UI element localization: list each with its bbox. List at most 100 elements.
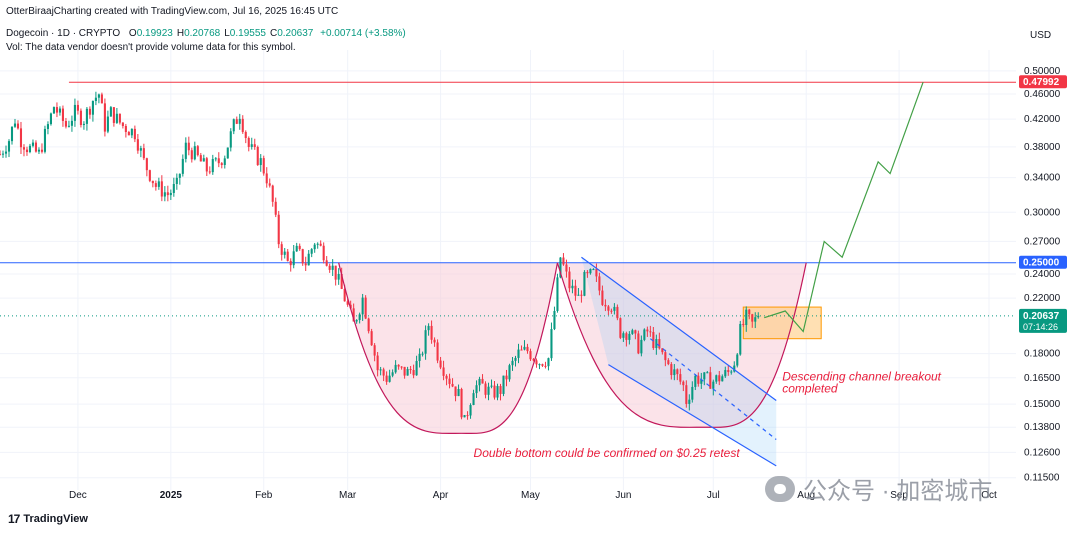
candle-body	[631, 330, 634, 334]
candle-body	[733, 365, 736, 372]
candle-body	[208, 171, 211, 173]
ohlc-key-c: C	[269, 28, 278, 39]
candle-body	[364, 297, 367, 319]
candle-body	[595, 269, 598, 277]
candle-body	[130, 128, 133, 136]
candle-body	[418, 353, 421, 361]
price-axis[interactable]: USD 0.50000 0.46000 0.42000 0.38000 0.34000 0.…	[1024, 30, 1061, 484]
candle-body	[580, 294, 583, 296]
candle-body	[181, 158, 184, 174]
candle-body	[64, 120, 67, 127]
candle-body	[43, 128, 47, 152]
candle-body	[106, 116, 109, 132]
candle-body	[592, 269, 595, 271]
candle-body	[451, 383, 454, 387]
candle-body	[133, 128, 136, 140]
candle-body	[448, 378, 451, 384]
candle-body	[445, 375, 448, 379]
candle-body	[709, 372, 712, 389]
candle-body	[607, 306, 610, 311]
candle-body	[352, 308, 355, 322]
candle-body	[277, 214, 280, 245]
tradingview-mark-icon: 17	[8, 512, 20, 526]
ohlc-key-h: H	[176, 28, 185, 39]
candle-body	[31, 142, 35, 146]
wechat-icon	[765, 475, 795, 502]
candle-body	[289, 260, 292, 266]
candle-body	[298, 245, 301, 250]
candle-body	[55, 107, 58, 113]
candle-body	[151, 180, 154, 184]
x-tick-label: Sep	[890, 490, 908, 501]
candle-body	[172, 183, 175, 193]
candle-body	[256, 147, 259, 166]
candle-body	[37, 149, 41, 152]
candle-body	[274, 201, 277, 215]
candle-body	[145, 158, 148, 171]
candle-body	[697, 375, 700, 384]
candle-body	[625, 333, 628, 340]
candle-body	[484, 383, 487, 395]
ohlc-values: O0.19923 H0.20768 L0.19555 C0.20637	[129, 28, 317, 39]
candle-body	[391, 372, 394, 376]
candle-body	[82, 123, 85, 125]
candle-body	[211, 159, 214, 173]
time-axis[interactable]: Dec 2025 Feb Mar Apr May Jun Jul Aug Sep Oct	[69, 490, 997, 501]
candle-body	[241, 118, 244, 132]
candle-body	[700, 379, 703, 384]
candle-body	[58, 108, 61, 113]
candle-body	[178, 173, 181, 178]
candle-body	[559, 257, 562, 278]
candle-body	[664, 352, 667, 361]
candle-body	[604, 304, 607, 307]
y-tick-label: 0.18000	[1024, 349, 1061, 360]
candle-body	[337, 273, 340, 280]
y-tick-label: 0.27000	[1024, 236, 1061, 247]
candle-body	[412, 369, 415, 376]
candle-body	[265, 173, 268, 184]
candle-body	[235, 119, 238, 124]
candle-body	[157, 181, 160, 187]
tradingview-logo[interactable]: 17 TradingView	[8, 512, 88, 526]
ohlc-value-c: 0.20637	[277, 28, 314, 39]
candle-body	[739, 323, 742, 355]
candle-body	[304, 263, 307, 266]
candle-body	[346, 301, 349, 305]
candle-body	[382, 369, 385, 376]
channel-fill	[581, 257, 777, 466]
candle-body	[367, 318, 370, 332]
channel-upper-line	[581, 256, 777, 401]
candle-body	[403, 366, 406, 376]
candle-body	[187, 142, 190, 151]
candle-body	[520, 349, 523, 351]
candle-body	[16, 123, 20, 129]
candle-body	[292, 251, 295, 266]
candle-body	[229, 131, 232, 148]
candle-body	[397, 364, 400, 367]
candle-body	[670, 364, 673, 376]
candle-body	[526, 346, 529, 352]
candle-body	[271, 185, 274, 202]
candle-body	[307, 253, 310, 266]
candle-body	[160, 181, 163, 197]
y-tick-label: 0.24000	[1024, 269, 1061, 280]
watermark-text: 公众号 · 加密城市	[803, 478, 993, 505]
candle-body	[316, 243, 319, 245]
candle-body	[400, 366, 403, 368]
candle-body	[109, 107, 112, 117]
candle-body	[163, 192, 166, 197]
tradingview-wordmark: TradingView	[23, 513, 88, 525]
symbol-legend[interactable]: Dogecoin · 1D · CRYPTO O0.19923 H0.20768 L…	[6, 28, 406, 39]
candle-body	[628, 333, 631, 340]
x-tick-label: 2025	[160, 490, 183, 501]
candle-body	[475, 385, 478, 394]
annotation-label: completed	[782, 381, 838, 395]
y-tick-label: 0.50000	[1024, 66, 1061, 77]
candle-body	[499, 386, 502, 394]
candle-body	[649, 331, 652, 333]
ohlc-key-o: O	[128, 28, 137, 39]
candle-body	[196, 146, 199, 156]
y-tick-label: 0.13800	[1024, 422, 1061, 433]
annotation-label: Descending channel breakout	[782, 369, 941, 383]
